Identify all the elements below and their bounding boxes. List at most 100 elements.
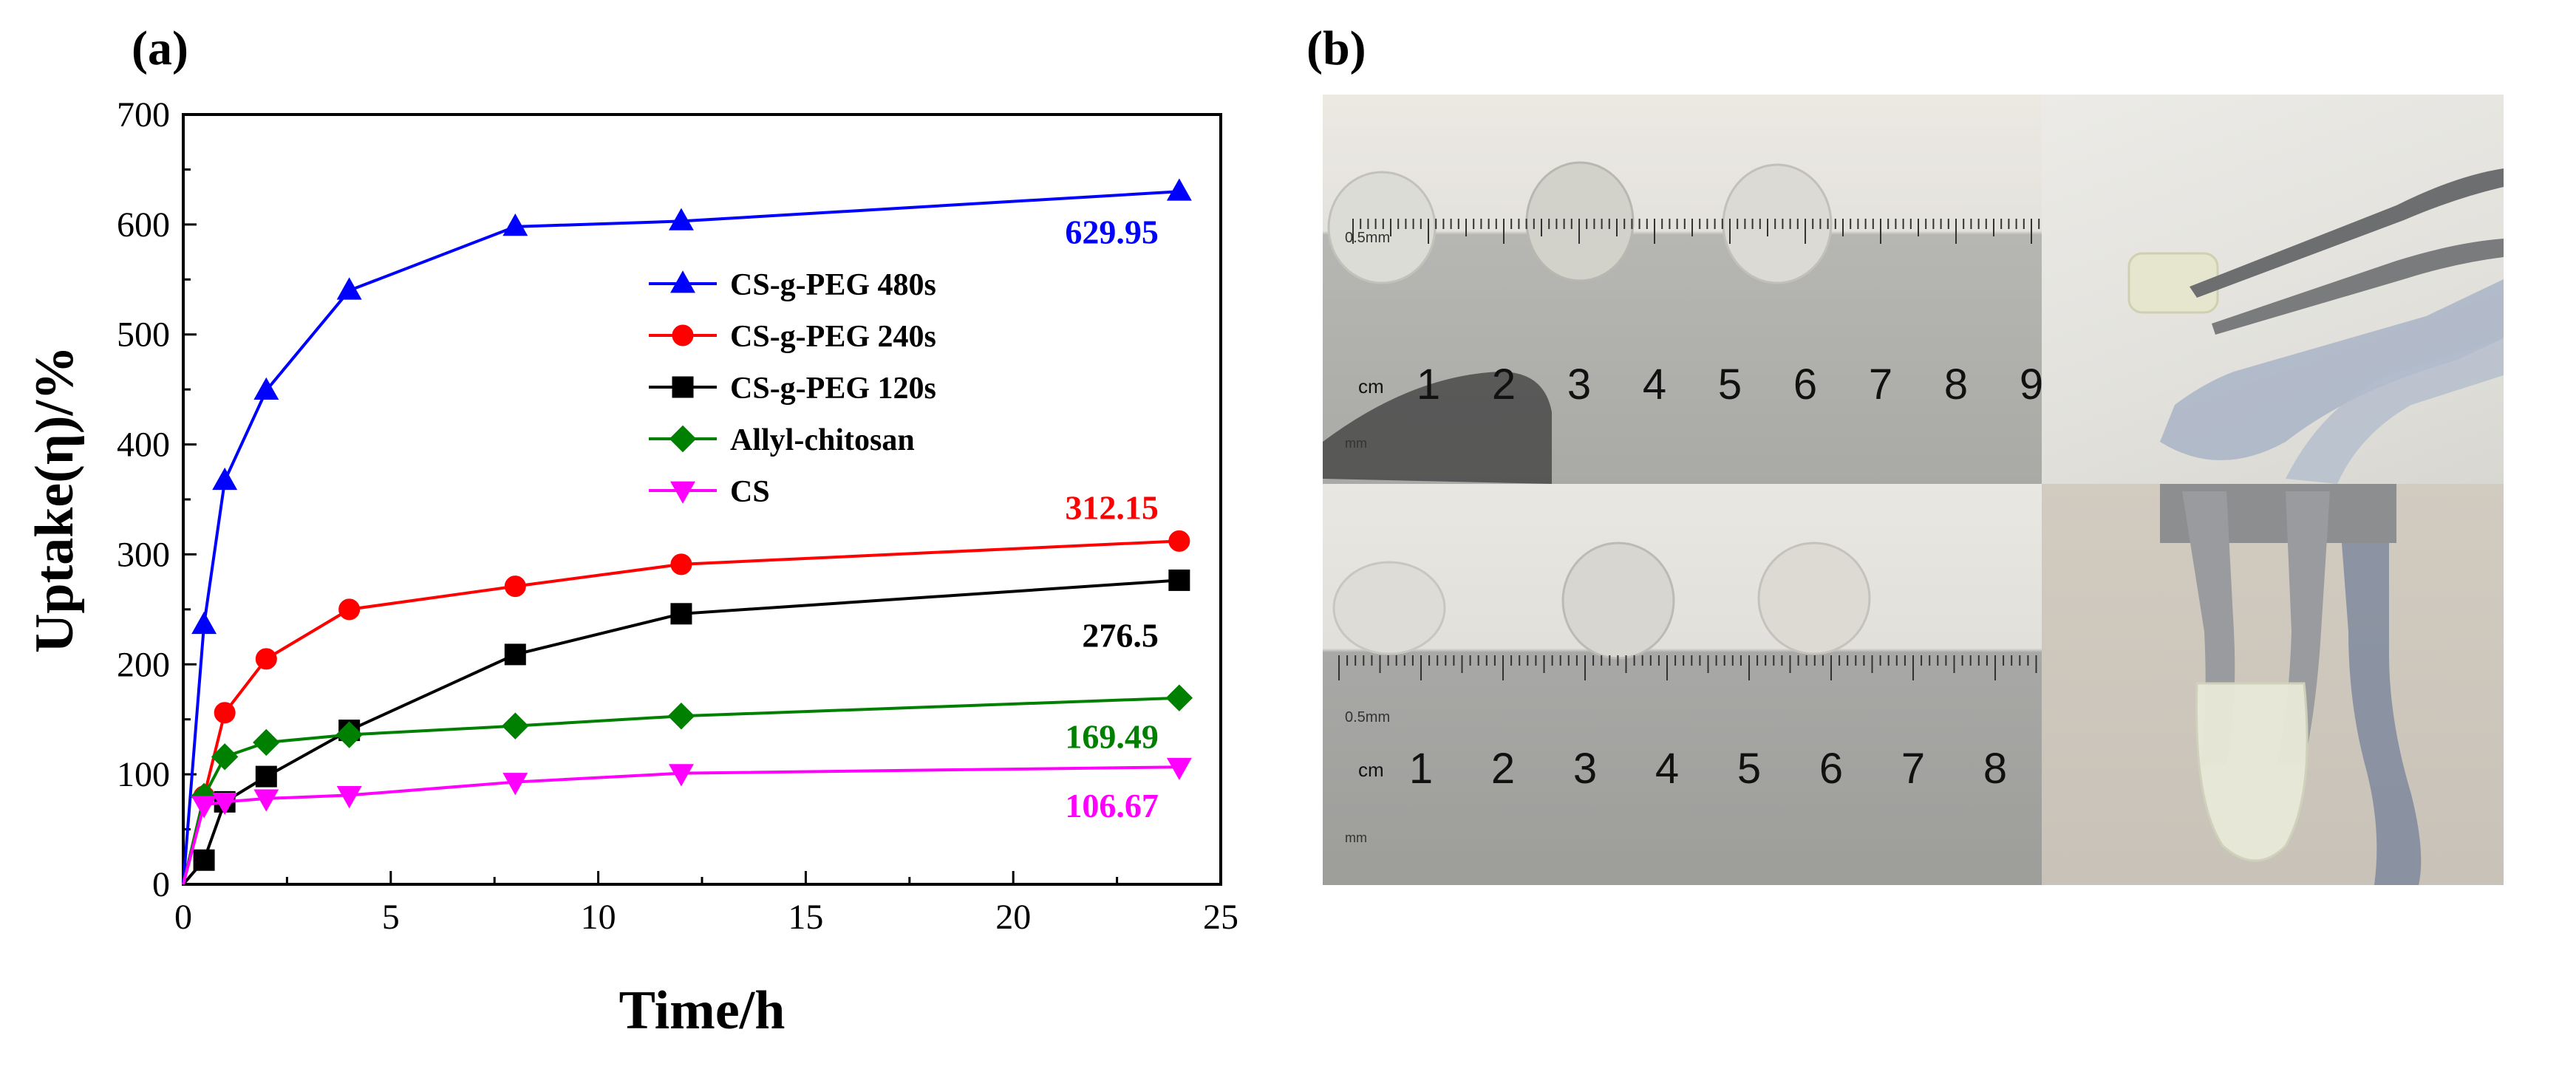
shadow	[2160, 279, 2504, 460]
ruler-unit-label: cm	[1358, 375, 1384, 397]
legend-marker	[670, 270, 695, 293]
data-point	[191, 611, 217, 635]
data-point	[253, 377, 279, 400]
legend-marker	[670, 481, 695, 504]
ruler-top-drawing: 0.5mm mm cm 1 2 3 4 5 6 7 8 9	[1323, 161, 2042, 484]
legend-marker	[672, 324, 694, 346]
y-tick-label: 400	[117, 426, 170, 465]
ruler-number: 7	[1901, 745, 1925, 793]
data-point	[1166, 757, 1192, 781]
data-point	[211, 743, 239, 771]
data-point	[667, 703, 695, 730]
series-line	[182, 578, 1179, 886]
data-label: 312.15	[1065, 488, 1159, 526]
data-point	[670, 603, 692, 625]
data-point	[338, 598, 361, 621]
shadow	[2286, 338, 2504, 484]
data-point	[335, 721, 363, 748]
data-point	[1165, 684, 1193, 711]
data-point	[1168, 530, 1190, 552]
photo-forceps-bottom	[2042, 484, 2504, 885]
data-point	[212, 792, 238, 816]
y-tick-label: 300	[117, 535, 170, 574]
legend-entry: Allyl-chitosan	[730, 423, 915, 457]
data-point	[214, 702, 236, 724]
panel-label-a: (a)	[132, 21, 188, 75]
series-3	[182, 684, 1193, 885]
legend-entry: CS-g-PEG 120s	[730, 372, 936, 406]
y-tick-label: 100	[117, 755, 170, 794]
data-label: 106.67	[1065, 787, 1159, 824]
ruler-bottom-drawing: 0.5mm mm cm 1 2 3 4 5 6 7 8	[1332, 542, 2037, 845]
data-point	[670, 553, 692, 576]
data-point	[1166, 178, 1192, 201]
ruler-number: 5	[1737, 745, 1761, 793]
ruler-number: 3	[1567, 361, 1591, 409]
forceps-bottom-drawing	[2160, 484, 2422, 885]
legend-entry: CS-g-PEG 480s	[730, 268, 936, 302]
ruler-number: 6	[1793, 361, 1817, 409]
x-tick-label: 15	[788, 898, 823, 937]
x-axis-label: Time/h	[619, 980, 786, 1041]
x-tick-label: 0	[174, 898, 192, 937]
ruler-number: 2	[1492, 361, 1516, 409]
ruler-small-unit-label: 0.5mm	[1345, 230, 1390, 246]
ruler-number: 2	[1491, 745, 1515, 793]
data-point	[253, 728, 280, 757]
hydrogel-film	[2195, 682, 2308, 862]
ruler-number: 4	[1643, 361, 1666, 409]
data-point	[1168, 569, 1190, 591]
shadow	[1323, 372, 1552, 484]
forceps-arm	[2212, 239, 2504, 335]
y-axis-label: Uptake(η)/%	[24, 346, 85, 653]
y-tick-label: 0	[152, 865, 170, 904]
hydrogel-disk	[1332, 561, 1446, 655]
photo-forceps-top	[2042, 95, 2504, 484]
data-point	[253, 789, 279, 812]
ruler-number: 5	[1718, 361, 1742, 409]
legend-marker	[669, 425, 697, 453]
ruler-number: 8	[1944, 361, 1968, 409]
y-tick-label: 700	[117, 95, 170, 134]
data-point	[502, 773, 528, 796]
x-tick-label: 25	[1203, 898, 1238, 937]
y-tick-label: 600	[117, 205, 170, 245]
hydrogel-disk	[1561, 542, 1675, 660]
data-label: 629.95	[1065, 213, 1159, 250]
forceps-top-drawing	[2127, 168, 2504, 484]
data-point	[502, 712, 529, 740]
hydrogel-disk	[1722, 163, 1833, 284]
series-0	[182, 178, 1192, 885]
data-point	[668, 208, 694, 230]
data-point	[504, 643, 526, 666]
hydrogel-disk	[1327, 171, 1437, 284]
ruler-mm-label: mm	[1345, 830, 1367, 845]
uptake-chart: 0 5 10 15 20 25 0 100 200 300 400 500 600 700 Time/h Up…	[24, 95, 1238, 1041]
y-tick-label: 500	[117, 315, 170, 355]
photo-hydrogels-ruler-top: 0.5mm mm cm 1 2 3 4 5 6 7 8 9	[1323, 95, 2042, 484]
ruler-small-unit-label: 0.5mm	[1345, 709, 1390, 725]
data-point	[668, 764, 694, 787]
series-2	[182, 569, 1190, 886]
ruler-unit-label: cm	[1358, 759, 1384, 781]
data-point	[336, 277, 362, 300]
ruler-number: 9	[2020, 361, 2042, 409]
ruler-number: 1	[1409, 745, 1433, 793]
series-line	[182, 539, 1179, 885]
legend-marker	[672, 376, 694, 398]
shadow	[2337, 484, 2422, 885]
data-point	[255, 648, 277, 670]
data-label: 276.5	[1082, 616, 1159, 654]
legend-entry: CS-g-PEG 240s	[730, 320, 936, 354]
series-1	[182, 530, 1190, 885]
data-point	[193, 849, 215, 871]
data-label: 169.49	[1065, 718, 1159, 756]
legend-entry: CS	[730, 475, 770, 509]
data-point	[502, 214, 528, 236]
series-4	[182, 757, 1192, 885]
ruler-number: 6	[1819, 745, 1843, 793]
forceps-arm	[2190, 168, 2504, 298]
data-point	[212, 467, 238, 491]
data-point	[191, 796, 217, 819]
series-line	[182, 190, 1179, 885]
